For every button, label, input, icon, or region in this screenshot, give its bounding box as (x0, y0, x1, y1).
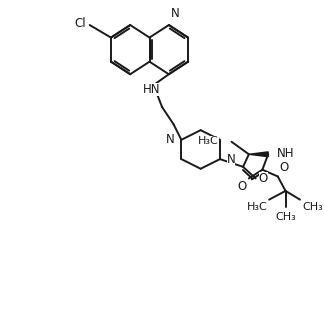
Polygon shape (249, 152, 268, 157)
Text: O: O (238, 180, 247, 193)
Text: N: N (227, 153, 236, 166)
Text: N: N (171, 7, 179, 20)
Text: H₃C: H₃C (198, 136, 219, 146)
Text: H₃C: H₃C (247, 202, 267, 211)
Text: CH₃: CH₃ (302, 202, 323, 211)
Text: N: N (166, 133, 175, 146)
Text: O: O (280, 161, 289, 173)
Text: HN: HN (143, 83, 160, 96)
Text: O: O (259, 172, 268, 185)
Text: NH: NH (277, 147, 294, 160)
Text: Cl: Cl (74, 17, 86, 30)
Text: CH₃: CH₃ (275, 212, 296, 222)
